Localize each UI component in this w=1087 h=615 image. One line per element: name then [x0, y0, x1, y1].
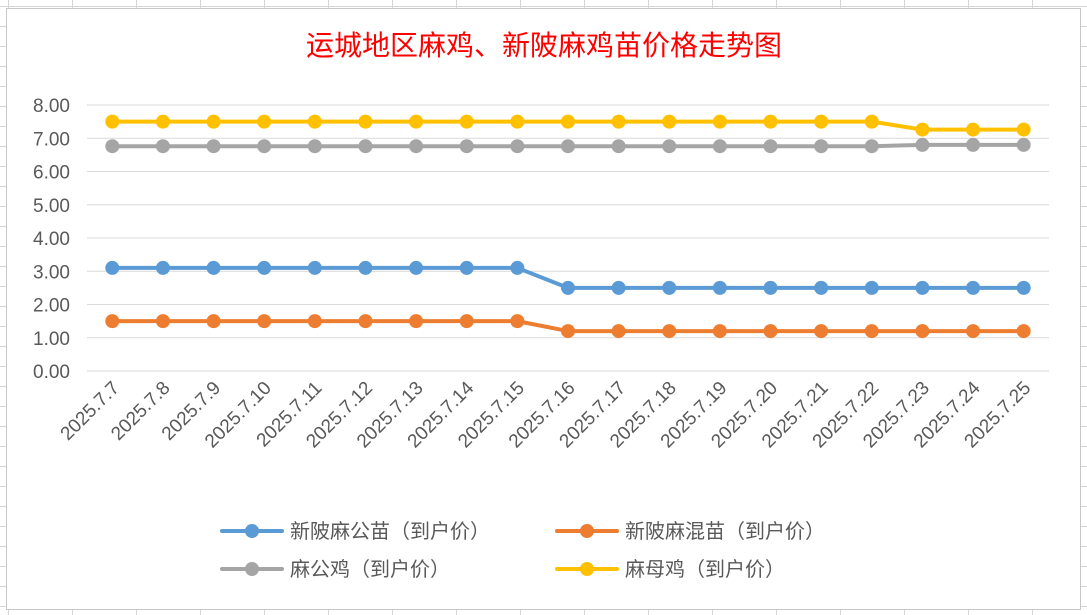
data-point [206, 260, 221, 275]
data-point [763, 139, 778, 154]
y-tick-label: 4.00 [33, 229, 70, 250]
data-point [358, 114, 373, 129]
data-point [966, 122, 981, 137]
data-point [966, 324, 981, 339]
data-point [257, 114, 272, 129]
data-point [712, 114, 727, 129]
data-point [459, 114, 474, 129]
data-point [257, 314, 272, 329]
data-point [307, 114, 322, 129]
data-point [206, 139, 221, 154]
data-point [864, 280, 879, 295]
data-point [1016, 137, 1031, 152]
data-point [105, 139, 120, 154]
data-point [409, 314, 424, 329]
legend-marker-2 [580, 524, 594, 538]
data-point [561, 114, 575, 129]
data-point [105, 114, 120, 129]
data-point [662, 280, 677, 295]
data-point [864, 324, 879, 339]
data-point [105, 260, 120, 275]
data-point [611, 139, 626, 154]
y-tick-label: 6.00 [33, 163, 70, 184]
data-point [459, 314, 474, 329]
data-point [915, 280, 930, 295]
data-point [915, 122, 930, 137]
data-point [105, 314, 120, 329]
line-chart: 运城地区麻鸡、新陂麻鸡苗价格走势图 0.00 1.00 2.00 3.00 4.00 5.0… [33, 29, 1049, 581]
data-point [814, 280, 829, 295]
data-point [459, 139, 474, 154]
data-point [763, 114, 778, 129]
legend-label-4: 麻母鸡（到户价） [625, 557, 785, 581]
legend-label-1: 新陂麻公苗（到户价） [290, 519, 490, 543]
data-point [763, 280, 778, 295]
chart-frame: 运城地区麻鸡、新陂麻鸡苗价格走势图 0.00 1.00 2.00 3.00 4.00 5.0… [6, 8, 1081, 610]
data-point [307, 314, 322, 329]
data-point [611, 280, 626, 295]
data-point [611, 114, 626, 129]
data-point [561, 139, 575, 154]
data-point [662, 139, 677, 154]
data-point [358, 260, 373, 275]
y-tick-label: 0.00 [33, 362, 70, 383]
data-point [155, 114, 170, 129]
data-point [763, 324, 778, 339]
legend-marker-4 [580, 562, 594, 576]
legend-marker-3 [245, 562, 259, 576]
data-point [307, 139, 322, 154]
data-point [814, 114, 829, 129]
data-point [510, 114, 525, 129]
data-point [966, 137, 981, 152]
data-point [915, 324, 930, 339]
y-tick-label: 1.00 [33, 329, 70, 350]
data-point [409, 260, 424, 275]
data-point [510, 314, 525, 329]
data-point [307, 260, 322, 275]
data-point [358, 139, 373, 154]
data-point [712, 324, 727, 339]
data-point [155, 314, 170, 329]
data-point [1016, 122, 1031, 137]
data-point [966, 280, 981, 295]
data-point [814, 139, 829, 154]
data-point [662, 114, 677, 129]
legend-marker-1 [245, 524, 259, 538]
data-point [712, 139, 727, 154]
chart-title: 运城地区麻鸡、新陂麻鸡苗价格走势图 [306, 29, 782, 62]
legend-label-2: 新陂麻混苗（到户价） [625, 519, 825, 543]
y-tick-label: 5.00 [33, 196, 70, 217]
data-point [155, 139, 170, 154]
data-point [915, 137, 930, 152]
data-point [257, 260, 272, 275]
data-point [561, 280, 575, 295]
data-point [712, 280, 727, 295]
data-point [206, 314, 221, 329]
data-point [1016, 324, 1031, 339]
data-point [814, 324, 829, 339]
y-tick-label: 7.00 [33, 129, 70, 150]
y-tick-label: 2.00 [33, 296, 70, 317]
data-point [510, 139, 525, 154]
data-point [257, 139, 272, 154]
data-point [459, 260, 474, 275]
data-point [611, 324, 626, 339]
data-point [561, 324, 575, 339]
data-point [864, 139, 879, 154]
data-point [662, 324, 677, 339]
data-point [409, 139, 424, 154]
data-point [1016, 280, 1031, 295]
legend-label-3: 麻公鸡（到户价） [290, 557, 450, 581]
y-tick-label: 3.00 [33, 262, 70, 283]
y-tick-label: 8.00 [33, 96, 70, 117]
data-point [358, 314, 373, 329]
data-point [206, 114, 221, 129]
data-point [409, 114, 424, 129]
data-point [155, 260, 170, 275]
data-point [864, 114, 879, 129]
data-point [510, 260, 525, 275]
